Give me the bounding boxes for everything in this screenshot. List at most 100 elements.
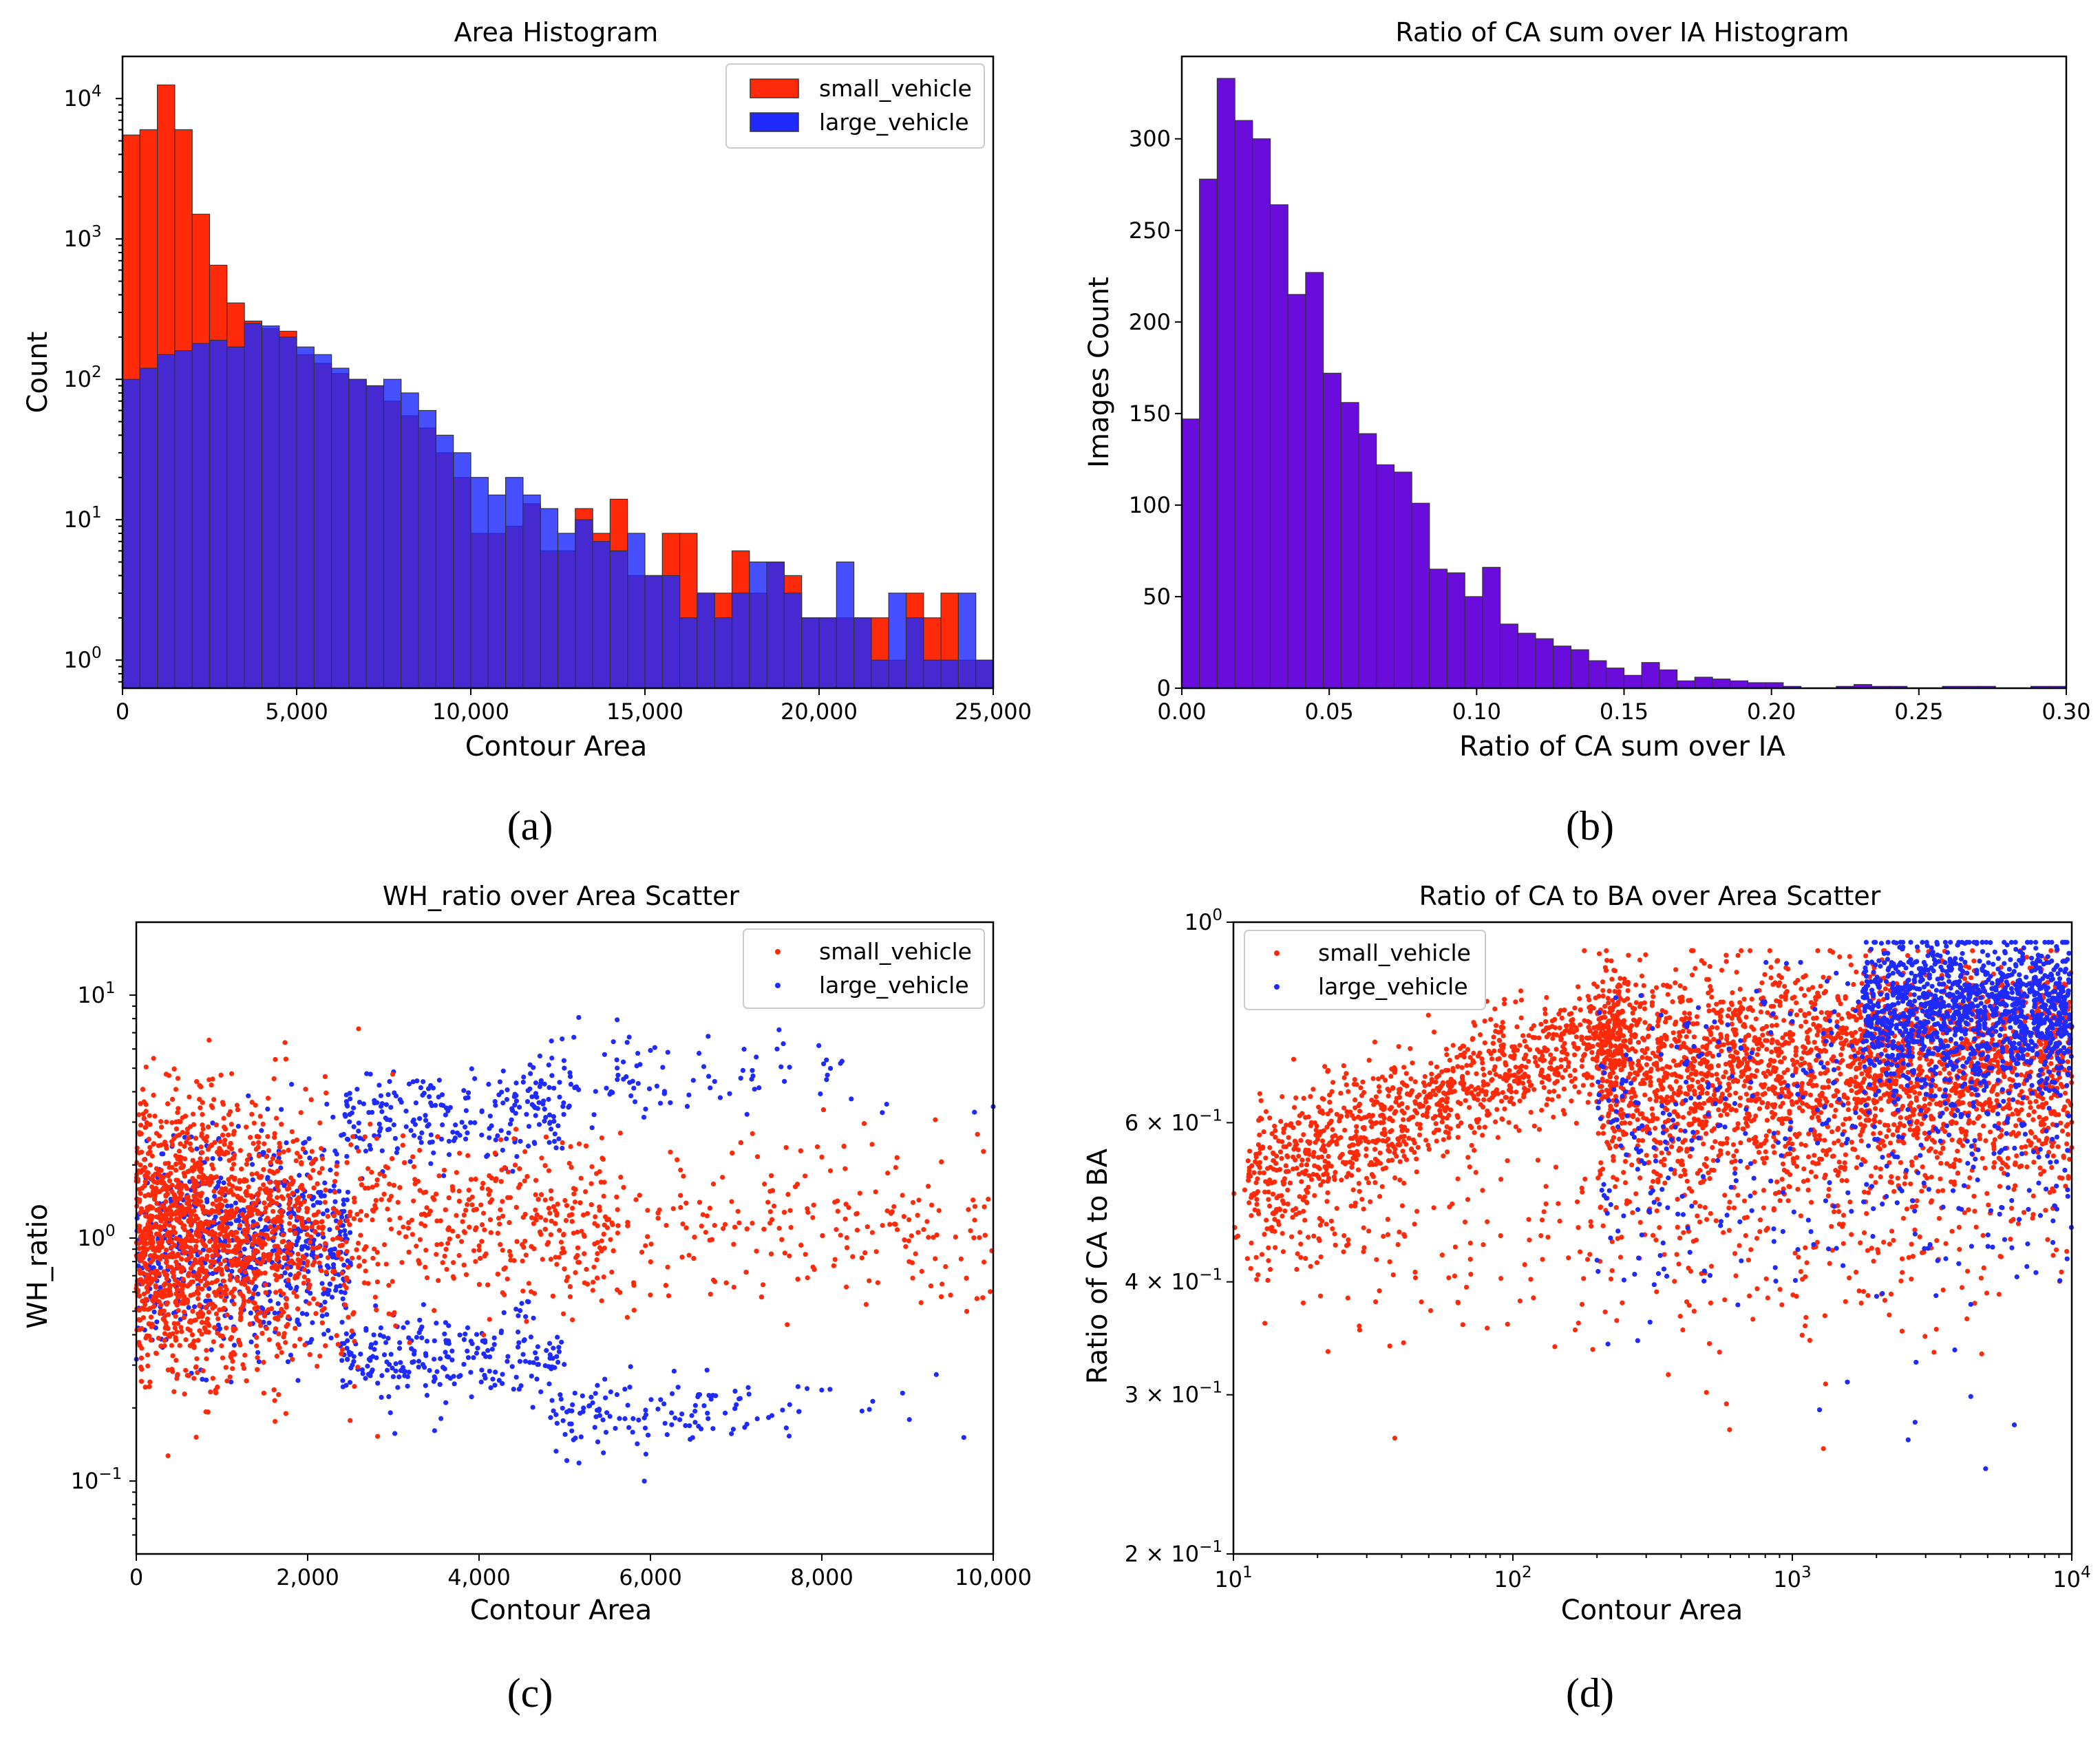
scatter-point-small <box>438 1242 443 1246</box>
scatter-point-large <box>419 1325 424 1330</box>
scatter-point-large <box>676 1385 681 1389</box>
scatter-point-small <box>835 1198 840 1203</box>
scatter-point-large <box>557 1350 562 1354</box>
scatter-point-small <box>252 1270 257 1275</box>
scatter-point-small <box>288 1246 293 1250</box>
scatter-point-large <box>455 1131 460 1136</box>
scatter-point-small <box>610 1222 615 1227</box>
chart-c-xtick-label: 10,000 <box>955 1564 1032 1590</box>
scatter-point-small <box>271 1235 276 1240</box>
scatter-point-large <box>770 1413 774 1418</box>
scatter-point-large <box>416 1358 421 1363</box>
bar-large <box>471 478 488 688</box>
bar-images <box>1695 677 1712 688</box>
scatter-point-small <box>273 1266 278 1271</box>
scatter-point-small <box>972 1217 977 1222</box>
scatter-point-large <box>662 1089 667 1094</box>
scatter-point-small <box>549 1189 553 1193</box>
scatter-point-small <box>374 1177 379 1182</box>
scatter-point-large <box>420 1093 425 1098</box>
scatter-point-large <box>360 1367 365 1372</box>
scatter-point-small <box>216 1211 221 1215</box>
scatter-point-small <box>180 1290 184 1295</box>
scatter-point-small <box>183 1113 188 1118</box>
scatter-point-small <box>173 1291 178 1296</box>
scatter-point-large <box>348 1230 352 1235</box>
scatter-point-large <box>372 1098 376 1103</box>
scatter-point-small <box>320 1156 325 1161</box>
scatter-point-small <box>157 1189 162 1194</box>
scatter-point-small <box>229 1122 234 1127</box>
scatter-point-large <box>625 1403 630 1407</box>
scatter-point-small <box>226 1133 231 1138</box>
scatter-point-small <box>301 1254 306 1259</box>
scatter-point-large <box>363 1328 368 1332</box>
chart-a-xtick-label: 25,000 <box>955 699 1032 725</box>
scatter-point-large <box>345 1357 350 1362</box>
scatter-point-small <box>303 1087 308 1091</box>
scatter-point-small <box>591 1265 596 1270</box>
scatter-point-small <box>862 1121 867 1126</box>
scatter-point-small <box>1841 1213 1846 1217</box>
scatter-point-small <box>164 1248 169 1253</box>
scatter-point-small <box>209 1143 214 1148</box>
legend-label-small: small_vehicle <box>819 75 972 102</box>
scatter-point-small <box>196 1174 201 1179</box>
scatter-point-small <box>314 1212 319 1217</box>
scatter-point-small <box>425 1275 429 1280</box>
scatter-point-large <box>395 1146 400 1151</box>
scatter-point-small <box>384 1261 389 1266</box>
scatter-point-small <box>1606 988 1611 993</box>
scatter-point-small <box>153 1290 158 1295</box>
scatter-point-large <box>192 1304 197 1309</box>
scatter-point-large <box>745 1112 750 1117</box>
scatter-point-small <box>210 1105 215 1110</box>
scatter-point-large <box>778 1065 783 1069</box>
scatter-point-small <box>372 1246 376 1251</box>
scatter-point-small <box>423 1224 427 1228</box>
scatter-point-large <box>900 1391 905 1396</box>
scatter-point-small <box>218 1333 223 1338</box>
scatter-point-small <box>755 1154 760 1159</box>
scatter-point-small <box>150 1153 155 1158</box>
scatter-point-small <box>562 1198 567 1203</box>
scatter-point-large <box>310 1320 315 1325</box>
scatter-point-small <box>273 1057 277 1062</box>
scatter-point-small <box>231 1155 236 1160</box>
scatter-point-small <box>173 1259 178 1264</box>
scatter-point-large <box>630 1429 635 1434</box>
chart-d-title: Ratio of CA to BA over Area Scatter <box>1419 881 1881 911</box>
scatter-point-small <box>261 1182 266 1187</box>
scatter-point-small <box>326 1214 330 1219</box>
scatter-point-small <box>306 1278 310 1283</box>
scatter-point-small <box>192 1219 197 1224</box>
scatter-point-small <box>145 1175 150 1180</box>
scatter-point-large <box>555 1360 560 1365</box>
scatter-point-small <box>261 1360 266 1365</box>
scatter-point-small <box>199 1224 204 1229</box>
scatter-point-large <box>600 1418 605 1422</box>
scatter-point-small <box>255 1367 259 1372</box>
scatter-point-large <box>805 1386 809 1391</box>
scatter-point-large <box>384 1359 389 1364</box>
scatter-point-small <box>277 1141 282 1146</box>
scatter-point-small <box>138 1162 142 1167</box>
scatter-point-small <box>165 1101 170 1106</box>
scatter-point-small <box>338 1219 343 1224</box>
scatter-point-small <box>186 1373 191 1378</box>
chart-c-xtick-label: 0 <box>129 1564 143 1590</box>
scatter-point-small <box>221 1215 226 1220</box>
scatter-point-small <box>169 1265 173 1270</box>
scatter-point-large <box>519 1301 524 1306</box>
chart-a-xtick-label: 5,000 <box>265 699 328 725</box>
bar-large <box>540 509 558 688</box>
scatter-point-large <box>377 1122 382 1127</box>
scatter-point-large <box>342 1112 347 1117</box>
scatter-point-large <box>513 1093 518 1098</box>
scatter-point-large <box>490 1376 495 1381</box>
scatter-point-small <box>242 1366 246 1371</box>
scatter-point-small <box>257 1319 262 1323</box>
scatter-point-small <box>251 1237 256 1242</box>
scatter-point-large <box>686 1093 691 1098</box>
chart-c-xtick-label: 8,000 <box>790 1564 853 1590</box>
